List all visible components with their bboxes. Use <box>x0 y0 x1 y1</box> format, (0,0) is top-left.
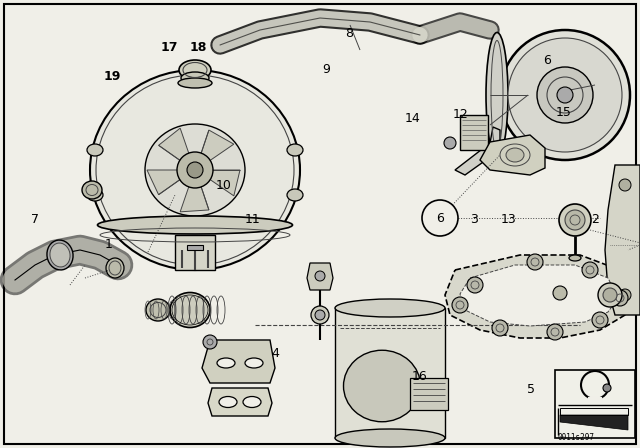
Ellipse shape <box>335 429 445 447</box>
Circle shape <box>187 162 203 178</box>
Polygon shape <box>208 388 272 416</box>
Circle shape <box>177 152 213 188</box>
Circle shape <box>452 297 468 313</box>
Ellipse shape <box>178 78 212 88</box>
Polygon shape <box>180 180 209 212</box>
Polygon shape <box>560 415 628 430</box>
Text: 3: 3 <box>470 213 477 226</box>
Circle shape <box>557 87 573 103</box>
Ellipse shape <box>145 124 245 216</box>
Text: 6: 6 <box>436 211 444 224</box>
Ellipse shape <box>217 358 235 368</box>
Polygon shape <box>335 308 445 438</box>
Text: 18: 18 <box>189 40 207 54</box>
Polygon shape <box>480 135 545 175</box>
Ellipse shape <box>287 189 303 201</box>
Circle shape <box>311 306 329 324</box>
Polygon shape <box>455 127 500 175</box>
Ellipse shape <box>245 358 263 368</box>
Ellipse shape <box>97 216 292 234</box>
Bar <box>410 378 448 410</box>
Text: 15: 15 <box>556 105 571 119</box>
Text: 9: 9 <box>323 63 330 76</box>
Text: 4: 4 <box>271 347 279 361</box>
Polygon shape <box>445 255 635 338</box>
Circle shape <box>422 200 458 236</box>
Text: 0011s297: 0011s297 <box>558 433 595 442</box>
Circle shape <box>619 289 631 301</box>
Circle shape <box>565 210 585 230</box>
Circle shape <box>467 277 483 293</box>
Circle shape <box>315 271 325 281</box>
Ellipse shape <box>335 299 445 317</box>
Ellipse shape <box>170 293 210 327</box>
Circle shape <box>500 30 630 160</box>
Text: 6: 6 <box>543 54 551 67</box>
Circle shape <box>598 283 622 307</box>
Circle shape <box>553 286 567 300</box>
Text: 17: 17 <box>161 40 179 54</box>
Ellipse shape <box>50 243 70 267</box>
Circle shape <box>527 254 543 270</box>
Text: 1: 1 <box>105 237 113 251</box>
Polygon shape <box>147 170 186 195</box>
Text: 7: 7 <box>31 213 39 226</box>
Circle shape <box>537 67 593 123</box>
Ellipse shape <box>506 148 524 162</box>
Circle shape <box>603 288 617 302</box>
Circle shape <box>582 262 598 278</box>
Ellipse shape <box>90 70 300 270</box>
Bar <box>175 235 215 270</box>
Circle shape <box>603 384 611 392</box>
Text: 2: 2 <box>591 213 599 226</box>
Circle shape <box>315 310 325 320</box>
Ellipse shape <box>181 72 209 84</box>
Polygon shape <box>198 130 234 164</box>
Text: 12: 12 <box>453 108 468 121</box>
Ellipse shape <box>82 181 102 199</box>
Text: 14: 14 <box>405 112 420 125</box>
Ellipse shape <box>287 144 303 156</box>
Circle shape <box>508 38 622 152</box>
Polygon shape <box>605 165 640 315</box>
Polygon shape <box>460 265 618 326</box>
Ellipse shape <box>486 33 508 158</box>
Circle shape <box>619 179 631 191</box>
Circle shape <box>592 312 608 328</box>
Text: 13: 13 <box>501 213 516 226</box>
Bar <box>187 245 203 250</box>
Text: 8: 8 <box>345 27 353 40</box>
Bar <box>555 370 635 438</box>
Text: 10: 10 <box>216 179 232 193</box>
Ellipse shape <box>87 189 103 201</box>
Circle shape <box>492 320 508 336</box>
Circle shape <box>444 137 456 149</box>
Text: 5: 5 <box>527 383 535 396</box>
Ellipse shape <box>219 396 237 408</box>
Polygon shape <box>307 263 333 290</box>
Ellipse shape <box>344 350 420 422</box>
Text: 16: 16 <box>412 370 427 383</box>
Bar <box>460 115 488 150</box>
Ellipse shape <box>87 144 103 156</box>
Polygon shape <box>202 340 275 383</box>
Circle shape <box>612 290 628 306</box>
Text: 11: 11 <box>245 213 260 226</box>
Ellipse shape <box>569 255 581 261</box>
Ellipse shape <box>106 258 124 278</box>
Circle shape <box>559 204 591 236</box>
Ellipse shape <box>47 240 73 270</box>
Polygon shape <box>159 128 191 164</box>
Polygon shape <box>205 170 240 196</box>
Ellipse shape <box>179 60 211 80</box>
Circle shape <box>547 324 563 340</box>
Text: 19: 19 <box>103 69 121 83</box>
Circle shape <box>203 335 217 349</box>
Ellipse shape <box>146 299 170 321</box>
Ellipse shape <box>243 396 261 408</box>
